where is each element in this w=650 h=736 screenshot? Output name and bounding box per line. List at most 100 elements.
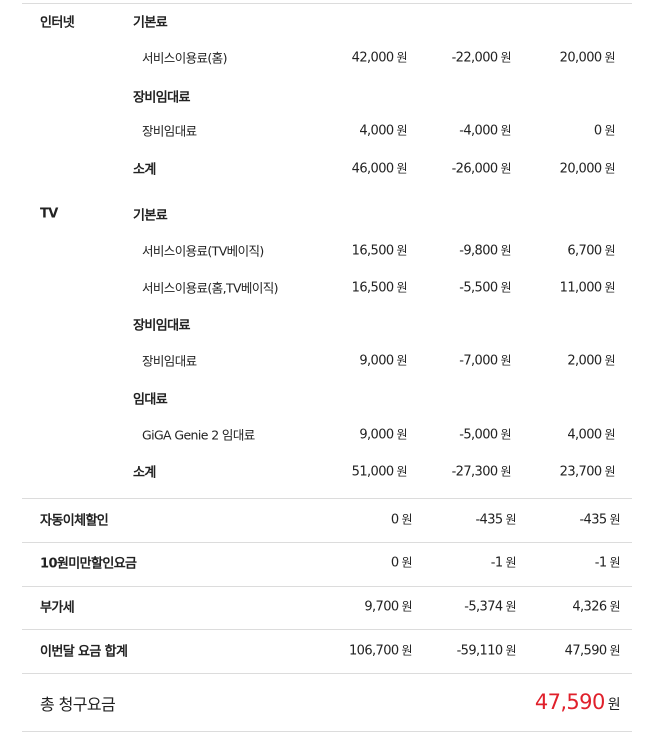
divider (22, 629, 632, 630)
amount-col-1: 51,000 원 (287, 463, 408, 480)
won-unit: 원 (396, 161, 408, 176)
won-unit: 원 (604, 243, 616, 258)
won-unit: 원 (609, 512, 621, 527)
amount-value: -5,500 (459, 280, 498, 296)
amount-value: -26,000 (451, 161, 499, 177)
summary-label: 자동이체할인 (40, 513, 109, 529)
summary-label: 부가세 (40, 600, 75, 616)
won-unit: 원 (500, 464, 512, 479)
won-unit: 원 (505, 599, 517, 614)
won-unit: 원 (401, 512, 413, 527)
divider (22, 498, 632, 499)
item-name: 서비스이용료(홈) (142, 50, 227, 66)
summary-label: 이번달 요금 합계 (40, 644, 128, 660)
amount-value: -435 (579, 512, 607, 528)
amount-value: -435 (475, 512, 503, 528)
amount-col-2: -4,000 원 (391, 122, 511, 139)
amount-value: 46,000 (351, 161, 394, 177)
amount-value: 51,000 (351, 464, 394, 480)
won-unit: 원 (396, 123, 408, 138)
total-label: 총 청구요금 (40, 695, 116, 714)
amount-value: 4,000 (359, 123, 394, 139)
amount-value: -1 (490, 555, 503, 571)
divider (22, 673, 632, 674)
amount-value: -4,000 (459, 123, 498, 139)
won-unit: 원 (500, 280, 512, 295)
amount-col-3: -1 원 (500, 554, 621, 571)
amount-value: 20,000 (559, 161, 602, 177)
won-unit: 원 (500, 161, 512, 176)
amount-col-1: 16,500 원 (287, 242, 408, 259)
won-unit: 원 (604, 161, 616, 176)
amount-col-3: 47,590 원 (500, 642, 621, 659)
amount-value: 4,326 (572, 599, 607, 615)
divider (22, 3, 632, 4)
won-unit: 원 (609, 599, 621, 614)
amount-col-2: -59,110 원 (396, 642, 517, 659)
amount-col-1: 9,700 원 (292, 598, 412, 615)
amount-col-2: -26,000 원 (391, 160, 512, 177)
item-name: GiGA Genie 2 임대료 (142, 427, 255, 443)
group-title: 장비임대료 (133, 90, 190, 106)
won-unit: 원 (396, 353, 408, 368)
amount-value: -5,374 (464, 599, 503, 615)
amount-col-1: 106,700 원 (292, 642, 413, 659)
won-unit: 원 (401, 555, 413, 570)
total-amount: 47,590 원 (480, 690, 621, 714)
amount-col-3: 2,000 원 (495, 352, 615, 369)
amount-col-2: -5,374 원 (396, 598, 516, 615)
item-name: 장비임대료 (142, 123, 197, 139)
group-title: 기본료 (133, 15, 168, 31)
won-unit: 원 (604, 353, 616, 368)
summary-label: 10원미만할인요금 (40, 556, 137, 572)
won-unit: 원 (396, 464, 408, 479)
subtotal-label: 소계 (133, 465, 156, 481)
won-unit: 원 (500, 243, 512, 258)
amount-col-2: -1 원 (396, 554, 517, 571)
amount-value: -27,300 (451, 464, 499, 480)
amount-col-3: 23,700 원 (495, 463, 616, 480)
amount-col-2: -5,000 원 (391, 426, 511, 443)
amount-col-2: -27,300 원 (391, 463, 512, 480)
amount-value: 42,000 (351, 50, 394, 66)
divider (22, 586, 632, 587)
amount-value: 4,000 (567, 427, 602, 443)
amount-value: 23,700 (559, 464, 602, 480)
amount-col-1: 16,500 원 (287, 279, 408, 296)
subtotal-label: 소계 (133, 162, 156, 178)
section-label: 인터넷 (40, 15, 75, 31)
amount-col-1: 46,000 원 (287, 160, 408, 177)
won-unit: 원 (505, 555, 517, 570)
won-unit: 원 (396, 427, 408, 442)
amount-value: 0 (390, 555, 399, 571)
amount-col-2: -5,500 원 (391, 279, 511, 296)
divider (22, 731, 632, 732)
amount-value: 9,700 (364, 599, 399, 615)
section-label: TV (40, 206, 58, 222)
won-unit: 원 (604, 464, 616, 479)
item-name: 서비스이용료(TV베이직) (142, 243, 264, 259)
total-value: 47,590 (534, 690, 605, 714)
amount-value: 9,000 (359, 353, 394, 369)
won-unit: 원 (500, 123, 512, 138)
won-unit: 원 (505, 643, 517, 658)
amount-value: 11,000 (559, 280, 602, 296)
amount-value: -9,800 (459, 243, 498, 259)
won-unit: 원 (396, 280, 408, 295)
amount-col-3: -435 원 (500, 511, 620, 528)
divider (22, 542, 632, 543)
won-unit: 원 (500, 427, 512, 442)
won-unit: 원 (401, 643, 413, 658)
amount-col-2: -7,000 원 (391, 352, 511, 369)
amount-col-1: 9,000 원 (287, 426, 407, 443)
amount-value: 2,000 (567, 353, 602, 369)
group-title: 장비임대료 (133, 318, 190, 334)
amount-value: -5,000 (459, 427, 498, 443)
won-unit: 원 (609, 643, 621, 658)
amount-col-3: 4,326 원 (500, 598, 620, 615)
item-name: 서비스이용료(홈,TV베이직) (142, 280, 279, 296)
amount-col-2: -9,800 원 (391, 242, 511, 259)
